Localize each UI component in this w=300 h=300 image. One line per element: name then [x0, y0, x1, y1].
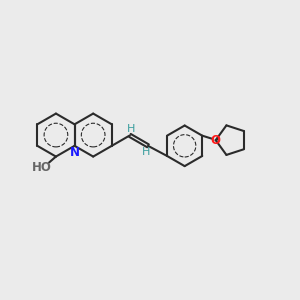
Text: H: H [127, 124, 136, 134]
Text: HO: HO [32, 161, 52, 174]
Text: O: O [211, 134, 221, 147]
Text: H: H [142, 147, 151, 158]
Text: N: N [70, 146, 80, 159]
